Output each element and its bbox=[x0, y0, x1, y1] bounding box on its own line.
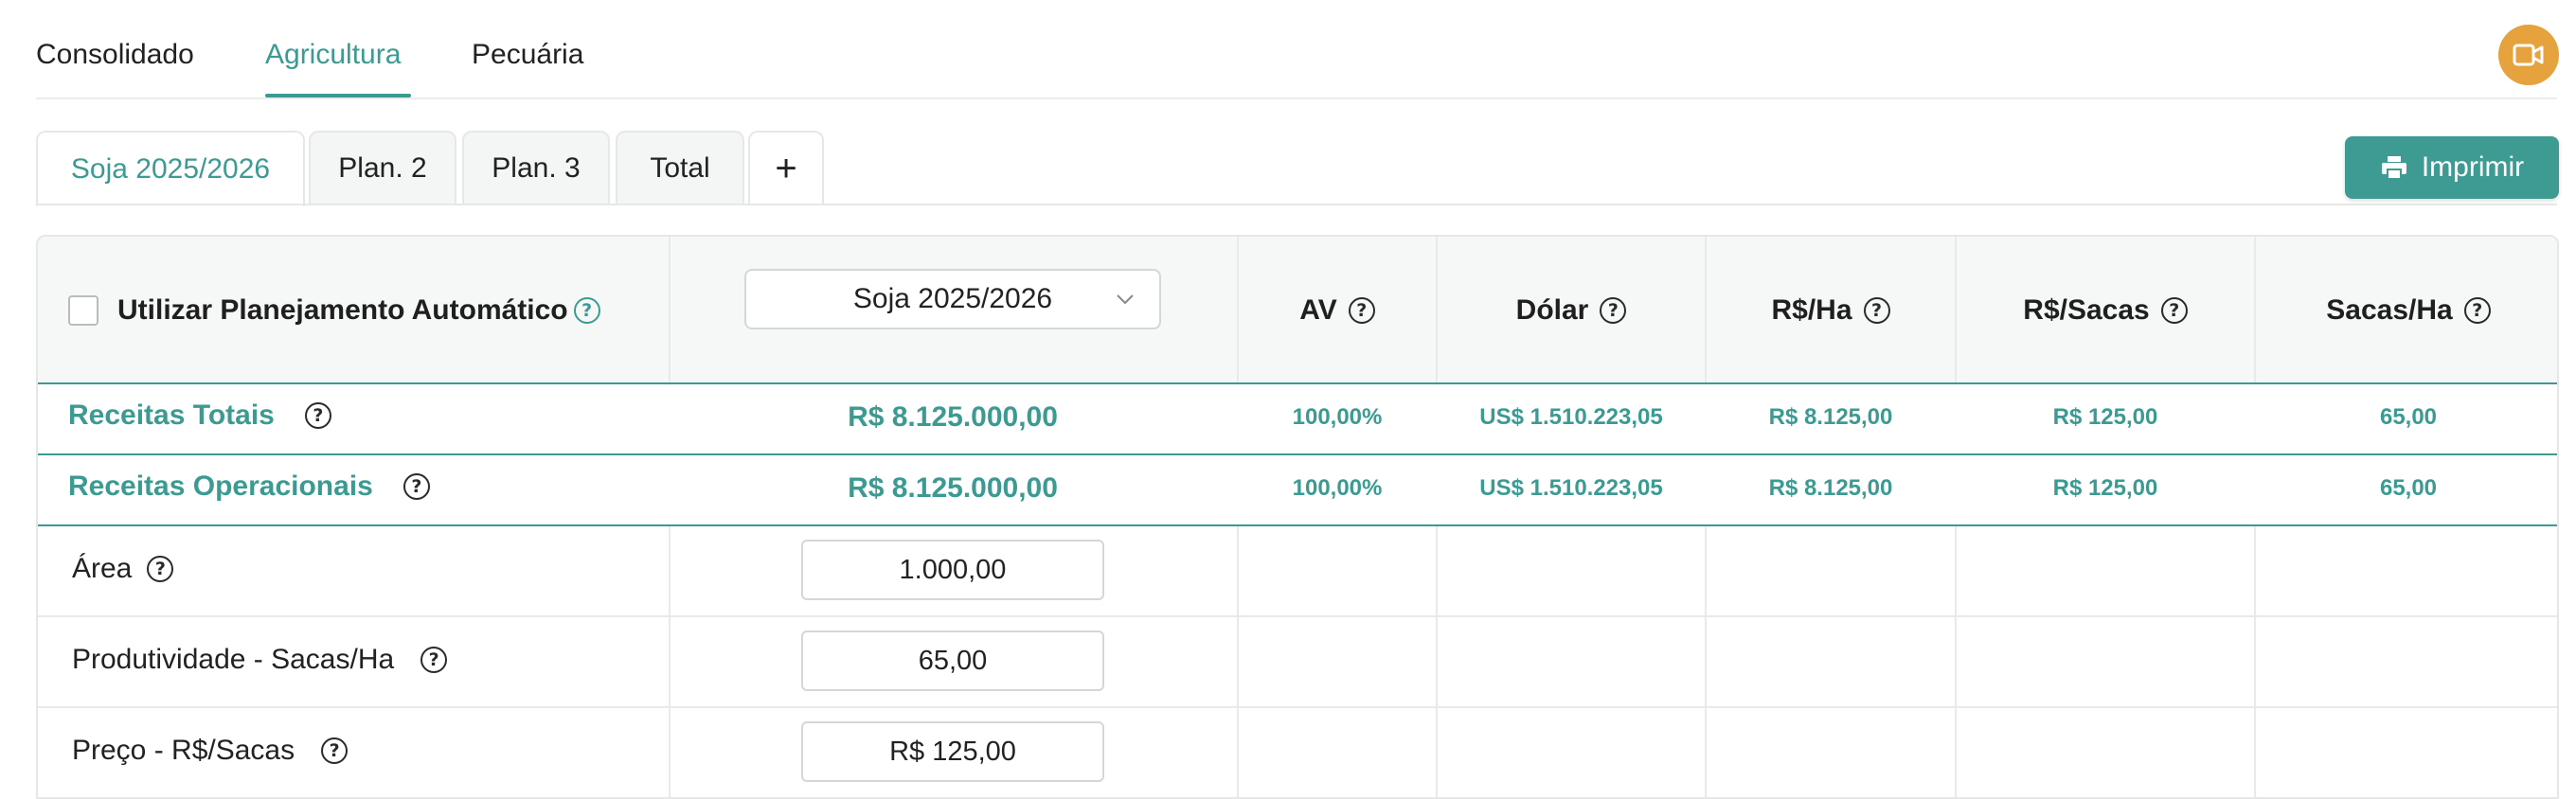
tab-agricultura[interactable]: Agricultura bbox=[265, 39, 402, 70]
summary-sacas-ha: 65,00 bbox=[2379, 404, 2438, 430]
help-icon[interactable]: ? bbox=[147, 556, 174, 582]
col-header-label: AV bbox=[1299, 294, 1337, 326]
col-divider bbox=[2254, 237, 2256, 384]
col-divider bbox=[1237, 526, 1239, 797]
col-header-av: AV ? bbox=[1239, 237, 1436, 384]
nav-divider bbox=[36, 98, 2557, 99]
planning-table: Utilizar Planejamento Automático ? Soja … bbox=[36, 235, 2559, 799]
table-header bbox=[38, 237, 2557, 384]
plan-select[interactable]: Soja 2025/2026 bbox=[744, 269, 1161, 329]
col-header-label: Sacas/Ha bbox=[2326, 294, 2453, 326]
price-row-label: Preço - R$/Sacas ? bbox=[72, 735, 349, 767]
summary-rs-ha: R$ 8.125,00 bbox=[1768, 475, 1893, 501]
printer-icon bbox=[2381, 156, 2406, 180]
col-divider bbox=[1705, 237, 1707, 384]
row-title: Preço - R$/Sacas bbox=[72, 735, 295, 766]
row-divider bbox=[38, 453, 2557, 455]
help-icon[interactable]: ? bbox=[1348, 297, 1375, 324]
print-button[interactable]: Imprimir bbox=[2345, 136, 2559, 199]
row-title: Área bbox=[72, 553, 133, 584]
tab-pecuaria[interactable]: Pecuária bbox=[472, 39, 584, 70]
auto-planning-control: Utilizar Planejamento Automático ? bbox=[68, 237, 600, 384]
productivity-row-label: Produtividade - Sacas/Ha ? bbox=[72, 644, 448, 676]
plan-tab-soja[interactable]: Soja 2025/2026 bbox=[36, 131, 305, 206]
summary-row-label: Receitas Operacionais ? bbox=[68, 471, 430, 503]
col-divider bbox=[1705, 526, 1707, 797]
col-header-sacas-ha: Sacas/Ha ? bbox=[2256, 237, 2557, 384]
row-divider bbox=[38, 524, 2557, 526]
col-divider bbox=[669, 237, 671, 384]
productivity-input[interactable]: 65,00 bbox=[801, 630, 1104, 691]
auto-planning-checkbox[interactable] bbox=[68, 295, 98, 326]
summary-total: R$ 8.125.000,00 bbox=[848, 401, 1058, 433]
summary-row-label: Receitas Totais ? bbox=[68, 400, 331, 432]
col-divider bbox=[1436, 526, 1438, 797]
summary-rs-sacas: R$ 125,00 bbox=[2052, 404, 2158, 430]
plan-select-value: Soja 2025/2026 bbox=[852, 283, 1053, 314]
print-button-label: Imprimir bbox=[2421, 151, 2525, 183]
col-divider bbox=[2254, 526, 2256, 797]
area-row-label: Área ? bbox=[72, 553, 174, 585]
plan-tab-plan-2[interactable]: Plan. 2 bbox=[309, 131, 456, 204]
help-icon[interactable]: ? bbox=[2160, 297, 2188, 324]
summary-row-title: Receitas Operacionais bbox=[68, 471, 373, 502]
col-header-label: Dólar bbox=[1515, 294, 1589, 326]
summary-dolar: US$ 1.510.223,05 bbox=[1479, 404, 1663, 430]
summary-av: 100,00% bbox=[1292, 404, 1383, 430]
col-divider bbox=[1436, 237, 1438, 384]
summary-av: 100,00% bbox=[1292, 475, 1383, 501]
col-header-rs-ha: R$/Ha ? bbox=[1707, 237, 1955, 384]
help-icon[interactable]: ? bbox=[420, 647, 448, 673]
help-icon[interactable]: ? bbox=[402, 473, 430, 500]
help-icon[interactable]: ? bbox=[2463, 297, 2491, 324]
help-icon[interactable]: ? bbox=[321, 737, 349, 764]
col-header-label: R$/Ha bbox=[1771, 294, 1852, 326]
active-tab-indicator bbox=[265, 94, 411, 98]
tabs-baseline bbox=[36, 204, 2557, 205]
help-icon[interactable]: ? bbox=[1863, 297, 1890, 324]
row-divider bbox=[38, 615, 2557, 617]
summary-dolar: US$ 1.510.223,05 bbox=[1479, 475, 1663, 501]
row-divider bbox=[38, 382, 2557, 384]
row-title: Produtividade - Sacas/Ha bbox=[72, 644, 395, 675]
summary-rs-ha: R$ 8.125,00 bbox=[1768, 404, 1893, 430]
col-divider bbox=[669, 526, 671, 797]
area-input[interactable]: 1.000,00 bbox=[801, 540, 1104, 600]
summary-total: R$ 8.125.000,00 bbox=[848, 472, 1058, 504]
auto-planning-label: Utilizar Planejamento Automático bbox=[117, 294, 568, 326]
col-header-rs-sacas: R$/Sacas ? bbox=[1957, 237, 2254, 384]
video-icon bbox=[2513, 44, 2544, 66]
col-header-dolar: Dólar ? bbox=[1438, 237, 1705, 384]
summary-row-title: Receitas Totais bbox=[68, 400, 275, 431]
col-divider bbox=[1955, 237, 1957, 384]
help-icon[interactable]: ? bbox=[304, 402, 331, 429]
chevron-down-icon bbox=[1117, 294, 1134, 305]
col-header-label: R$/Sacas bbox=[2023, 294, 2150, 326]
row-divider bbox=[38, 706, 2557, 708]
plan-tab-plan-3[interactable]: Plan. 3 bbox=[462, 131, 610, 204]
add-plan-button[interactable]: + bbox=[748, 131, 824, 204]
tab-consolidado[interactable]: Consolidado bbox=[36, 39, 194, 70]
col-divider bbox=[1237, 237, 1239, 384]
col-divider bbox=[1955, 526, 1957, 797]
plan-tab-total[interactable]: Total bbox=[616, 131, 744, 204]
price-input[interactable]: R$ 125,00 bbox=[801, 721, 1104, 782]
summary-sacas-ha: 65,00 bbox=[2379, 475, 2438, 501]
video-call-button[interactable] bbox=[2498, 25, 2559, 85]
summary-rs-sacas: R$ 125,00 bbox=[2052, 475, 2158, 501]
help-icon[interactable]: ? bbox=[1600, 297, 1627, 324]
help-icon[interactable]: ? bbox=[573, 297, 600, 324]
